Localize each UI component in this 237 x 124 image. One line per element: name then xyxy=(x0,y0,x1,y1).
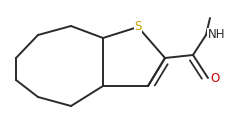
Text: S: S xyxy=(134,20,142,33)
Text: NH: NH xyxy=(208,29,225,42)
Text: O: O xyxy=(210,72,219,84)
